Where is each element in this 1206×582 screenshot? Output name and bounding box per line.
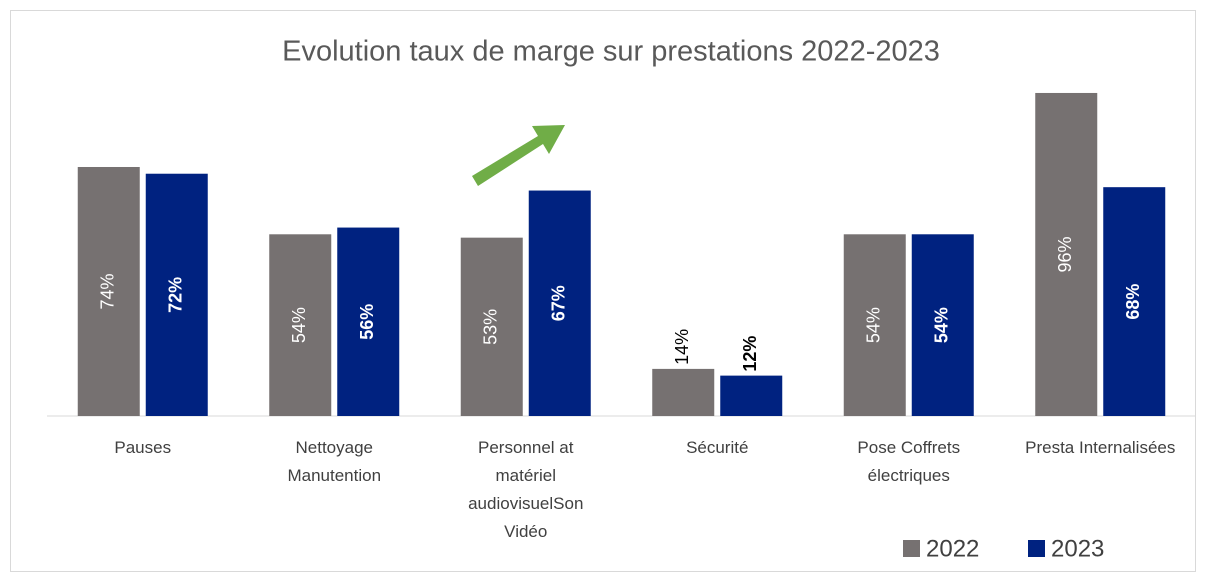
x-tick-label: Sécurité bbox=[686, 438, 749, 457]
bar bbox=[1035, 92, 1098, 417]
data-label: 54% bbox=[932, 307, 952, 343]
data-label: 53% bbox=[481, 309, 501, 345]
chart-title: Evolution taux de marge sur prestations … bbox=[282, 36, 940, 68]
trend-arrow bbox=[472, 125, 565, 186]
legend-label: 2023 bbox=[1051, 535, 1104, 562]
data-label: 74% bbox=[98, 273, 118, 309]
bar bbox=[1103, 187, 1166, 416]
data-label: 72% bbox=[166, 277, 186, 313]
x-tick-label: Presta Internalisées bbox=[1025, 438, 1176, 457]
bar bbox=[911, 234, 974, 416]
bar bbox=[843, 234, 906, 416]
bar bbox=[77, 166, 140, 416]
data-label: 14% bbox=[672, 329, 692, 365]
data-label: 12% bbox=[740, 336, 760, 372]
data-label: 68% bbox=[1123, 284, 1143, 320]
bar bbox=[528, 190, 591, 416]
bar bbox=[145, 173, 208, 416]
x-tick-label: Personnel at matériel audiovisuelSon Vid… bbox=[468, 438, 584, 541]
legend-label: 2022 bbox=[926, 535, 979, 562]
data-label: 67% bbox=[549, 285, 569, 321]
bar bbox=[720, 375, 783, 416]
legend-swatch bbox=[1028, 540, 1045, 557]
x-tick-label: Nettoyage Manutention bbox=[287, 438, 382, 485]
data-label: 54% bbox=[289, 307, 309, 343]
data-label: 56% bbox=[357, 304, 377, 340]
legend-swatch bbox=[903, 540, 920, 557]
x-tick-label: Pauses bbox=[114, 438, 172, 457]
bar bbox=[269, 234, 332, 416]
x-tick-label: Pose Coffrets électriques bbox=[857, 438, 961, 485]
bar bbox=[460, 237, 523, 416]
bar bbox=[337, 227, 400, 416]
bar bbox=[652, 368, 715, 416]
data-label: 54% bbox=[864, 307, 884, 343]
data-label: 96% bbox=[1055, 236, 1075, 272]
chart-border bbox=[10, 10, 1196, 572]
